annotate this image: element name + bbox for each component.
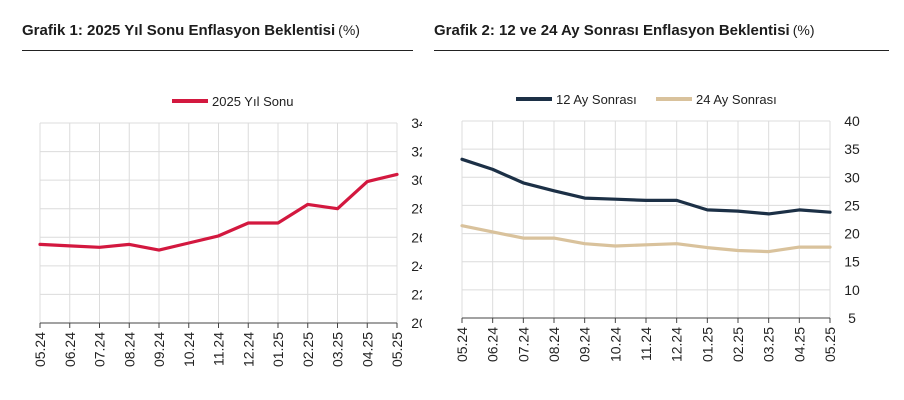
title-divider — [434, 50, 889, 51]
y-tick-label: 22 — [411, 286, 422, 302]
y-tick-label: 40 — [844, 113, 860, 129]
y-tick-label: 5 — [848, 310, 856, 326]
y-tick-label: 26 — [411, 229, 422, 245]
y-tick-label: 25 — [844, 197, 860, 213]
y-tick-label: 20 — [844, 226, 860, 242]
y-tick-label: 24 — [411, 258, 422, 274]
line-chart: 5 10 15 20 25 30 35 40 05.24 06.24 07.24 08.24 09.24… — [454, 92, 860, 362]
x-tick-label: 12.24 — [240, 332, 256, 367]
y-tick-label: 15 — [844, 254, 860, 270]
x-tick-label: 03.25 — [330, 332, 346, 367]
series-line-2025-yıl-sonu — [38, 172, 399, 252]
x-tick-label: 11.24 — [638, 327, 654, 361]
y-tick-label: 30 — [844, 169, 860, 185]
series-line-24-ay-sonrası — [460, 224, 832, 254]
x-tick-label: 09.24 — [151, 332, 167, 367]
chart-title-unit: (%) — [792, 22, 815, 38]
x-tick-label: 07.24 — [92, 332, 108, 367]
series-line-12-ay-sonrası — [460, 157, 832, 216]
x-tick-label: 05.25 — [389, 332, 405, 367]
y-tick-label: 10 — [844, 282, 860, 298]
x-tick-label: 04.25 — [359, 332, 375, 367]
y-tick-label: 35 — [844, 141, 860, 157]
y-tick-label: 34 — [411, 115, 422, 131]
x-tick-label: 01.25 — [270, 332, 286, 367]
x-tick-label: 05.24 — [454, 327, 470, 362]
x-tick-label: 06.24 — [62, 332, 78, 367]
chart-title-text: Grafik 1: 2025 Yıl Sonu Enflasyon Beklen… — [22, 22, 336, 39]
x-tick-label: 07.24 — [515, 327, 531, 362]
legend-label: 12 Ay Sonrası — [556, 92, 637, 107]
chart-panel-2: Grafik 2: 12 ve 24 Ay Sonrası Enflasyon … — [426, 0, 904, 400]
y-tick-label: 32 — [411, 144, 422, 160]
y-tick-label: 28 — [411, 201, 422, 217]
chart-panel-1: Grafik 1: 2025 Yıl Sonu Enflasyon Beklen… — [0, 0, 422, 400]
legend-label: 24 Ay Sonrası — [696, 92, 777, 107]
title-divider — [22, 50, 413, 51]
x-tick-label: 08.24 — [546, 327, 562, 362]
x-tick-label: 11.24 — [211, 332, 227, 366]
x-tick-label: 09.24 — [577, 327, 593, 362]
x-tick-label: 05.24 — [32, 332, 48, 367]
x-tick-label: 02.25 — [300, 332, 316, 367]
chart-title: Grafik 2: 12 ve 24 Ay Sonrası Enflasyon … — [434, 22, 815, 39]
y-tick-label: 30 — [411, 172, 422, 188]
x-tick-label: 05.25 — [822, 327, 838, 362]
x-tick-label: 04.25 — [791, 327, 807, 362]
x-tick-label: 06.24 — [485, 327, 501, 362]
y-tick-label: 20 — [411, 315, 422, 331]
x-tick-label: 08.24 — [121, 332, 137, 367]
chart-title-text: Grafik 2: 12 ve 24 Ay Sonrası Enflasyon … — [434, 22, 790, 39]
x-tick-label: 10.24 — [181, 332, 197, 367]
x-tick-label: 10.24 — [607, 327, 623, 362]
x-tick-label: 03.25 — [761, 327, 777, 362]
chart-title: Grafik 1: 2025 Yıl Sonu Enflasyon Beklen… — [22, 22, 360, 39]
legend-label: 2025 Yıl Sonu — [212, 94, 293, 109]
x-tick-label: 12.24 — [669, 327, 685, 362]
x-tick-label: 02.25 — [730, 327, 746, 362]
line-chart: 20 22 24 26 28 30 32 34 05.24 06.24 07.24 08.24 09.2… — [32, 94, 422, 367]
chart-title-unit: (%) — [338, 22, 360, 38]
x-tick-label: 01.25 — [699, 327, 715, 362]
